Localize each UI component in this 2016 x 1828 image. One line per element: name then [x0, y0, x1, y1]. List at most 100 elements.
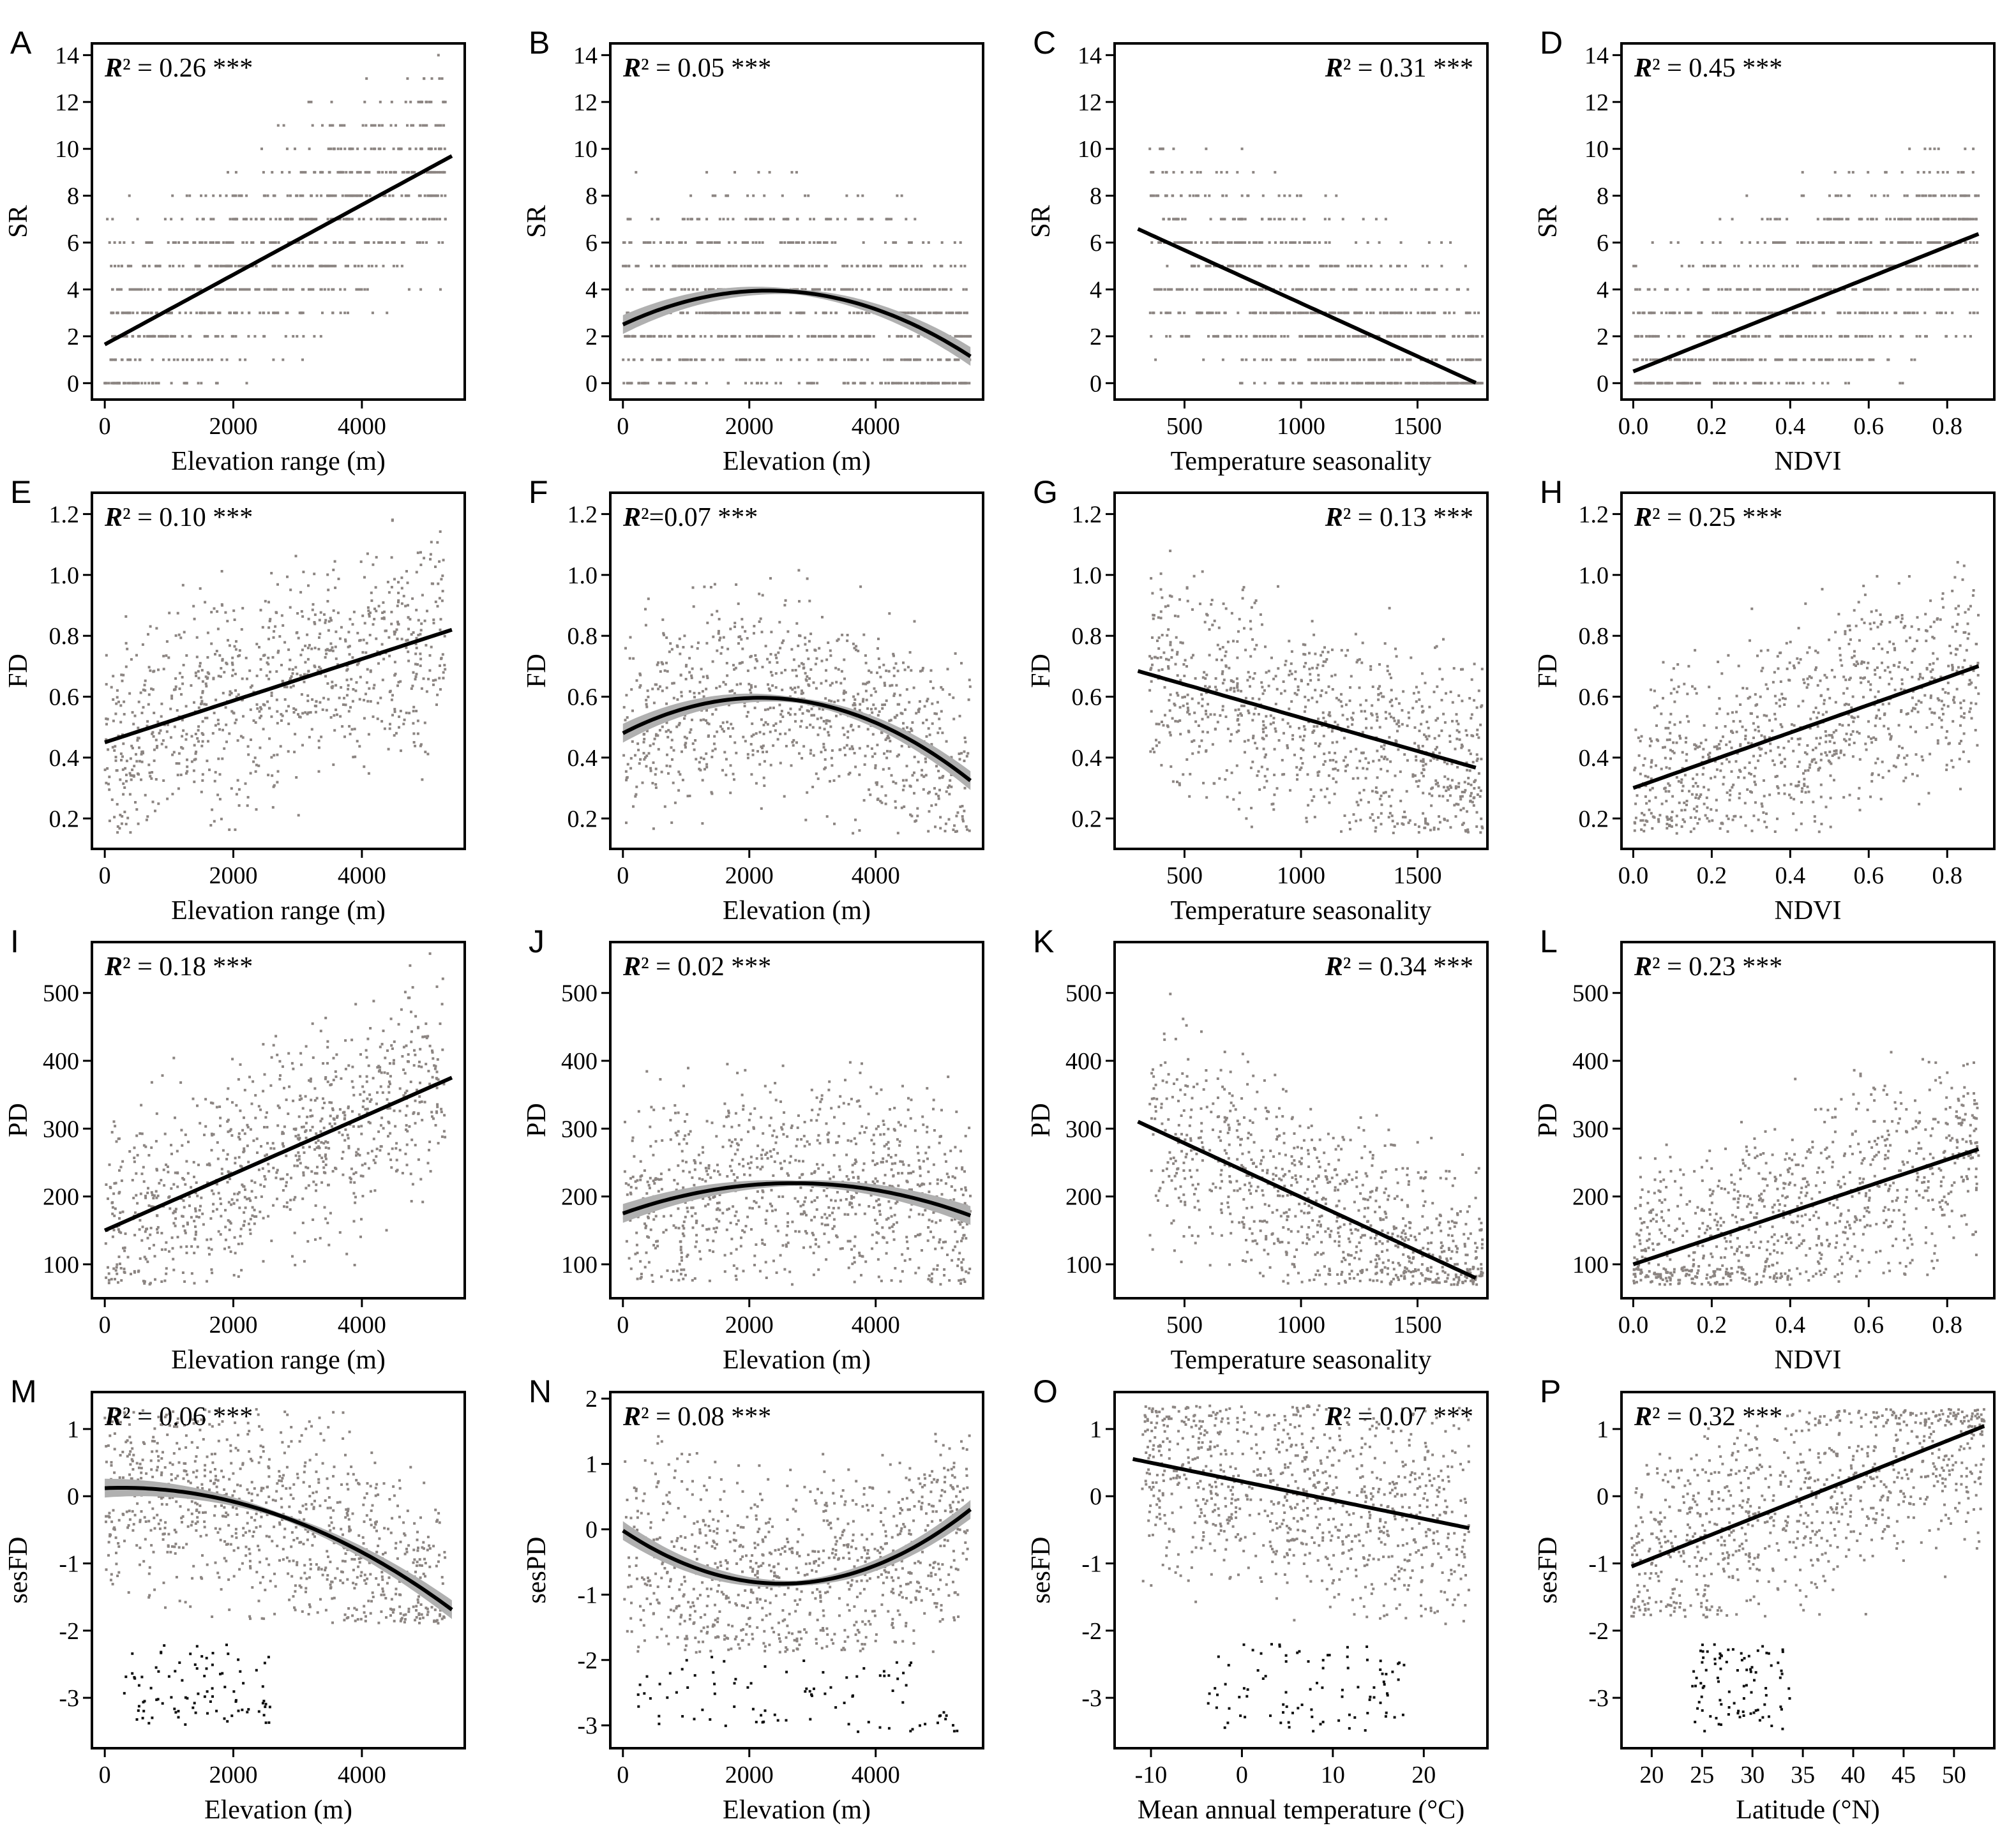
y-tick-label-d-2: 4: [1597, 276, 1609, 303]
point-e-886: [119, 778, 122, 781]
point-f-304: [935, 793, 938, 795]
point-c-616: [1298, 241, 1301, 244]
point-b-43: [718, 241, 721, 244]
point-c-223: [1337, 311, 1340, 315]
point-d-105: [1942, 218, 1945, 221]
point-e-180: [105, 738, 108, 741]
point-d-841: [1899, 241, 1902, 244]
point-d-158: [1780, 358, 1784, 361]
point-f-224: [779, 761, 782, 765]
point-b-328: [790, 358, 793, 361]
point-a-349: [402, 241, 405, 244]
point-c-870: [1274, 311, 1277, 315]
point-b-556: [926, 358, 929, 361]
point-e-525: [417, 618, 420, 622]
point-b-510: [702, 264, 704, 267]
point-c-394: [1398, 264, 1401, 267]
point-e-235: [201, 773, 204, 776]
y-tick-label-a-6: 12: [55, 89, 79, 116]
point-e-418: [235, 640, 237, 643]
point-a-733: [170, 334, 173, 338]
point-d-717: [1801, 170, 1804, 174]
point-d-855: [1911, 264, 1914, 267]
point-c-781: [1448, 358, 1451, 361]
point-b-71: [968, 382, 971, 385]
point-e-628: [211, 808, 214, 811]
point-b-559: [913, 358, 915, 361]
point-c-21: [1181, 288, 1184, 291]
point-b-282: [640, 382, 643, 385]
point-e-38: [124, 665, 128, 668]
point-d-166: [1763, 311, 1766, 315]
point-a-458: [204, 334, 207, 338]
point-a-326: [132, 311, 135, 315]
point-c-536: [1378, 358, 1381, 361]
point-d-868: [1829, 334, 1832, 338]
point-b-602: [946, 382, 949, 385]
point-d-266: [1847, 218, 1850, 221]
point-e-779: [325, 652, 328, 656]
point-f-238: [965, 754, 968, 758]
point-f-142: [960, 752, 963, 755]
point-e-538: [397, 592, 400, 594]
point-e-876: [373, 618, 376, 620]
point-e-431: [442, 671, 445, 674]
point-f-171: [652, 742, 655, 745]
fit-line-c: [1137, 227, 1477, 385]
point-d-488: [1897, 241, 1900, 244]
point-e-697: [130, 658, 133, 661]
point-c-607: [1210, 288, 1213, 291]
point-a-856: [230, 264, 233, 267]
point-c-845: [1237, 241, 1240, 244]
point-e-35: [415, 647, 418, 650]
point-f-76: [879, 675, 882, 678]
point-b-710: [950, 311, 953, 315]
point-b-507: [657, 218, 660, 221]
point-e-427: [331, 685, 335, 688]
point-f-341: [665, 661, 668, 664]
point-e-293: [347, 684, 350, 687]
point-c-720: [1221, 218, 1224, 221]
point-a-557: [133, 382, 137, 385]
point-e-810: [289, 686, 292, 689]
point-e-155: [344, 638, 347, 641]
plot-frame-c: [1113, 42, 1489, 401]
point-c-555: [1395, 311, 1398, 315]
point-e-749: [210, 611, 213, 614]
point-b-672: [709, 241, 712, 244]
point-f-167: [885, 669, 888, 672]
point-f-17: [830, 700, 833, 703]
point-b-824: [748, 358, 751, 361]
point-f-255: [706, 721, 709, 724]
point-f-221: [631, 709, 634, 712]
point-e-272: [436, 693, 439, 696]
point-a-154: [439, 170, 442, 174]
point-c-761: [1318, 334, 1321, 338]
point-e-280: [201, 720, 204, 723]
point-e-166: [414, 642, 417, 645]
point-e-617: [313, 621, 316, 624]
point-e-684: [403, 718, 406, 721]
point-b-229: [755, 218, 758, 221]
point-f-110: [775, 656, 778, 659]
point-d-487: [1820, 264, 1823, 267]
point-a-418: [299, 194, 302, 197]
point-d-822: [1656, 382, 1659, 385]
point-a-91: [345, 170, 348, 174]
point-a-307: [253, 334, 257, 338]
point-d-614: [1711, 334, 1714, 338]
point-c-883: [1196, 170, 1199, 174]
point-e-733: [230, 692, 233, 694]
point-e-794: [150, 687, 153, 691]
point-d-128: [1651, 311, 1654, 315]
point-e-550: [259, 716, 262, 719]
point-c-863: [1219, 218, 1222, 221]
point-d-867: [1691, 358, 1694, 361]
point-b-426: [633, 334, 636, 338]
point-e-681: [388, 727, 391, 730]
point-d-210: [1864, 334, 1867, 338]
point-f-94: [721, 721, 725, 724]
point-d-46: [1754, 382, 1757, 385]
point-f-117: [691, 586, 695, 589]
point-d-407: [1757, 382, 1760, 385]
